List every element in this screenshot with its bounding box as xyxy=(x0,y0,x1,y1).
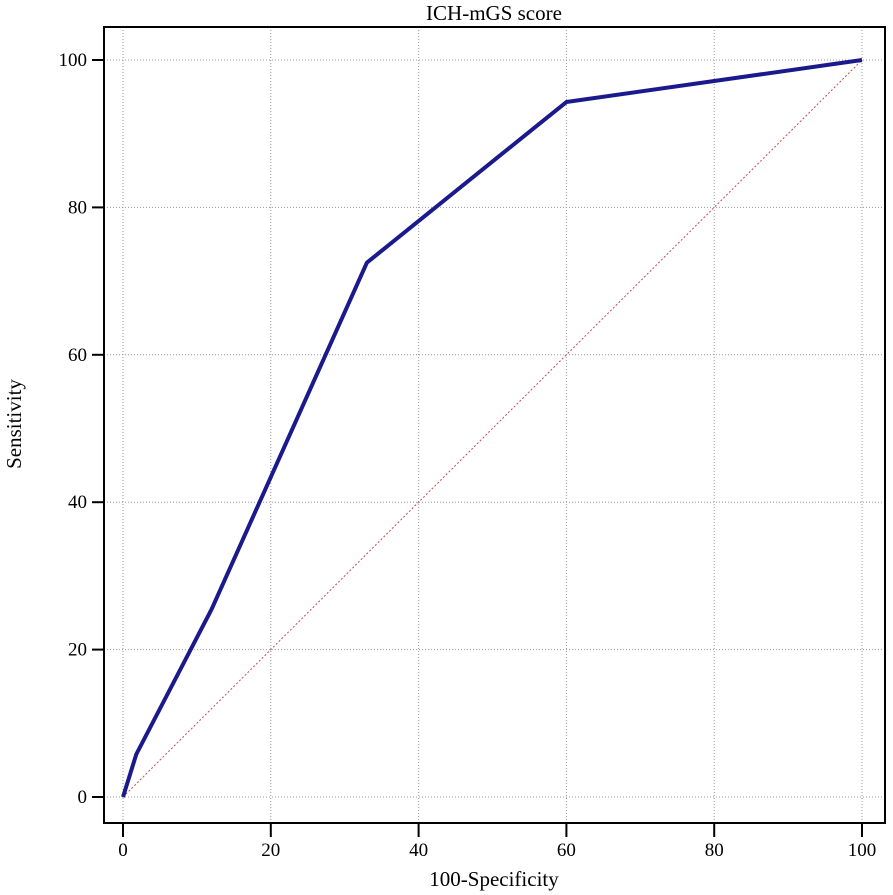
x-tick-label: 100 xyxy=(848,840,877,861)
x-tick-label: 80 xyxy=(705,840,724,861)
y-tick-label: 0 xyxy=(78,787,88,808)
roc-curve-line xyxy=(121,58,863,798)
y-tick-label: 60 xyxy=(68,345,87,366)
reference-diagonal xyxy=(122,59,863,798)
y-tick-label: 40 xyxy=(68,492,87,513)
y-tick-label: 20 xyxy=(68,640,87,661)
x-axis-title: 100-Specificity xyxy=(429,867,559,891)
x-tick-label: 40 xyxy=(409,840,428,861)
y-tick-label: 100 xyxy=(59,50,88,71)
y-tick-label: 80 xyxy=(68,197,87,218)
y-axis: 0 20 40 60 80 100 xyxy=(59,50,104,808)
chart-title: ICH-mGS score xyxy=(426,1,562,25)
reference-line xyxy=(122,59,863,798)
x-tick-label: 0 xyxy=(118,840,128,861)
grid xyxy=(104,27,885,823)
x-axis: 0 20 40 60 80 100 xyxy=(118,823,876,861)
roc-curve xyxy=(121,58,863,798)
x-tick-label: 20 xyxy=(261,840,280,861)
x-tick-label: 60 xyxy=(557,840,576,861)
y-axis-title: Sensitivity xyxy=(2,379,26,469)
plot-frame xyxy=(103,26,886,824)
